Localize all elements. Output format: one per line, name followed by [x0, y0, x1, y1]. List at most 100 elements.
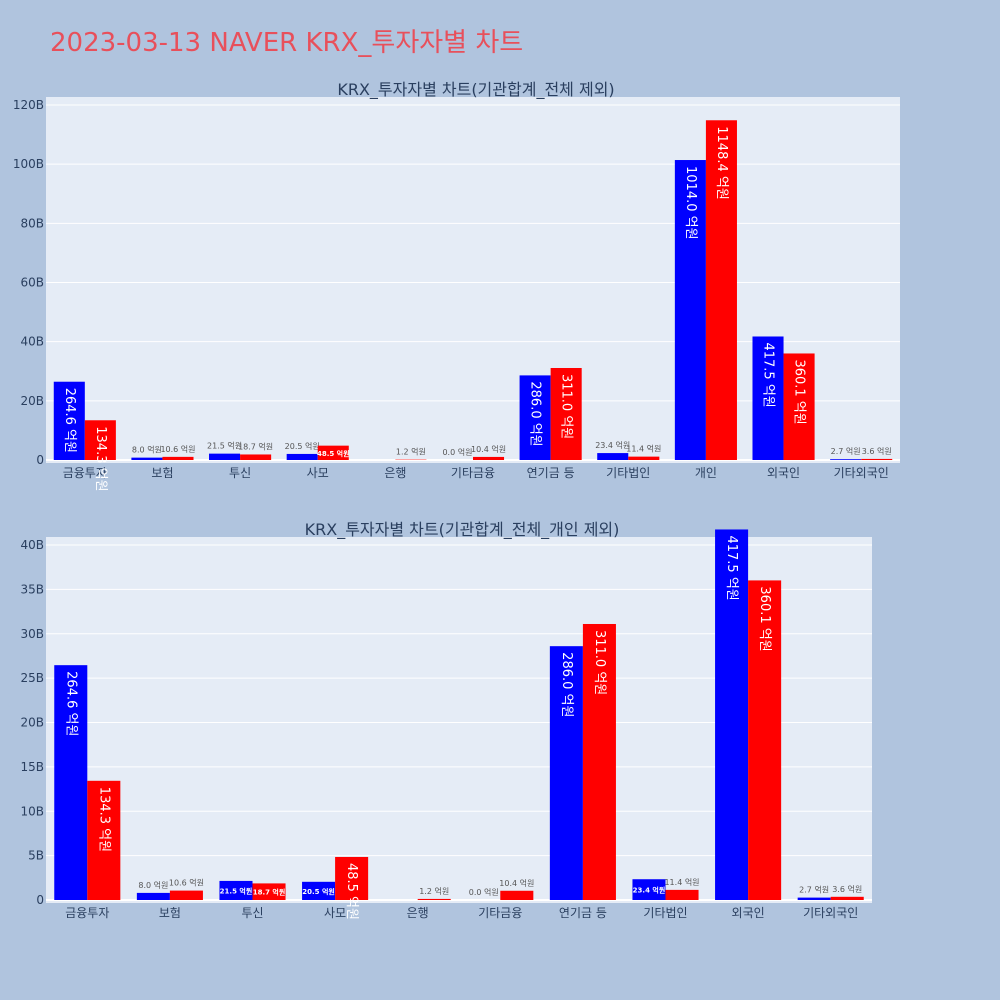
bar-series-1 [549, 646, 583, 900]
x-tick-label: 기타법인 [606, 466, 650, 480]
y-tick-label: 30B [20, 627, 44, 641]
bar-series-1 [286, 453, 318, 460]
bar-data-label: 0.0 억원 [469, 887, 499, 897]
bar-data-label: 21.5 억원 [207, 441, 242, 451]
bar-data-label: 3.6 억원 [862, 446, 892, 456]
chart-1: 0 20B 40B 60B 80B 100B 120B KRX_투자자별 차트(기관합계_전체… [13, 80, 900, 492]
x-tick-label: 기타법인 [643, 906, 687, 920]
bar-series-2 [317, 445, 349, 460]
bar-series-1 [53, 381, 85, 460]
bar-series-2 [665, 889, 699, 900]
bar-data-label: 417.5 억원 [761, 342, 776, 407]
bar-data-label: 2.7 억원 [799, 885, 829, 895]
y-tick-label: 0 [36, 453, 44, 467]
bar-data-label: 18.7 억원 [253, 888, 286, 897]
bar-series-1 [136, 892, 170, 900]
bar-series-2 [500, 890, 534, 900]
chart-2: 0 5B 10B 15B 20B 25B 30B 35B 40B KRX_투자자별 차트(기관합계… [20, 520, 872, 920]
bar-data-label: 48.5 억원 [317, 449, 350, 458]
y-tick-label: 80B [20, 216, 44, 230]
bar-data-label: 360.1 억원 [792, 359, 807, 424]
x-tick-label: 기타외국인 [834, 466, 889, 480]
bar-series-1 [302, 881, 336, 900]
bar-data-label: 417.5 억원 [724, 535, 739, 600]
bar-data-label: 3.6 억원 [832, 884, 862, 894]
bar-series-2 [550, 367, 582, 460]
bar-data-label: 23.4 억원 [633, 886, 666, 895]
x-tick-label: 사모 [307, 466, 329, 480]
bar-series-2 [705, 120, 737, 460]
y-tick-label: 20B [20, 716, 44, 730]
bar-series-1 [674, 160, 706, 460]
x-tick-label: 사모 [324, 906, 346, 920]
bar-series-2 [84, 420, 116, 460]
bar-data-label: 311.0 억원 [559, 374, 574, 439]
chart-title: KRX_투자자별 차트(기관합계_전체_개인 제외) [305, 520, 620, 540]
y-tick-label: 35B [20, 582, 44, 596]
bar-data-label: 134.3 억원 [93, 426, 108, 491]
y-tick-label: 40B [20, 335, 44, 349]
x-tick-label: 연기금 등 [559, 906, 607, 920]
bar-data-label: 286.0 억원 [528, 381, 543, 446]
bar-series-1 [797, 897, 831, 900]
bar-data-label: 360.1 억원 [757, 586, 772, 651]
bar-series-2 [628, 456, 660, 460]
bar-data-label: 1014.0 억원 [683, 166, 698, 240]
bar-data-label: 286.0 억원 [559, 652, 574, 717]
bar-series-2 [830, 896, 864, 900]
bar-series-2 [861, 458, 893, 460]
x-tick-label: 보험 [151, 466, 173, 480]
page-title: 2023-03-13 NAVER KRX_투자자별 차트 [50, 28, 524, 58]
bar-series-2 [473, 456, 505, 460]
x-tick-label: 기타금융 [451, 466, 495, 480]
chart-title: KRX_투자자별 차트(기관합계_전체 제외) [337, 80, 614, 100]
y-tick-label: 60B [20, 276, 44, 290]
x-tick-label: 보험 [159, 906, 181, 920]
y-tick-label: 0 [36, 893, 44, 907]
bar-data-label: 10.6 억원 [160, 444, 195, 454]
bar-series-1 [632, 879, 666, 900]
bar-data-label: 2.7 억원 [831, 446, 861, 456]
bar-data-label: 48.5 억원 [344, 863, 359, 920]
bar-data-label: 21.5 억원 [220, 886, 253, 895]
x-tick-label: 외국인 [767, 466, 800, 480]
y-tick-label: 20B [20, 394, 44, 408]
bar-series-1 [715, 529, 749, 900]
x-tick-label: 기타외국인 [803, 906, 858, 920]
bar-series-2 [783, 353, 815, 460]
bar-data-label: 264.6 억원 [63, 671, 78, 736]
bar-data-label: 23.4 억원 [595, 440, 630, 450]
x-tick-label: 기타금융 [478, 906, 522, 920]
bar-data-label: 10.4 억원 [499, 878, 534, 888]
x-tick-label: 은행 [384, 465, 406, 480]
x-tick-label: 개인 [695, 466, 717, 480]
bar-data-label: 134.3 억원 [96, 787, 111, 852]
x-tick-label: 금융투자 [63, 466, 107, 480]
bar-data-label: 1148.4 억원 [714, 126, 729, 200]
bar-series-2 [240, 454, 272, 460]
bar-data-label: 8.0 억원 [132, 445, 162, 455]
bar-series-2 [582, 623, 616, 900]
bar-data-label: 20.5 억원 [302, 887, 335, 896]
bar-data-label: 0.0 억원 [442, 447, 472, 457]
bar-series-2 [169, 890, 203, 900]
bar-data-label: 1.2 억원 [396, 447, 426, 457]
y-tick-label: 25B [20, 671, 44, 685]
y-tick-label: 15B [20, 760, 44, 774]
bar-data-label: 20.5 억원 [285, 441, 320, 451]
bar-series-2 [252, 883, 286, 900]
bar-data-label: 11.4 억원 [626, 444, 661, 454]
x-tick-label: 투신 [241, 906, 263, 920]
bar-series-1 [54, 665, 88, 900]
bar-series-2 [162, 456, 194, 460]
bar-series-1 [219, 880, 253, 900]
y-tick-label: 10B [20, 804, 44, 818]
bar-series-1 [209, 453, 241, 460]
bar-data-label: 10.4 억원 [471, 444, 506, 454]
x-tick-label: 투신 [229, 466, 251, 480]
x-tick-label: 은행 [407, 905, 429, 920]
bar-series-1 [519, 375, 551, 460]
bar-data-label: 264.6 억원 [62, 388, 77, 453]
bar-series-2 [417, 898, 451, 900]
